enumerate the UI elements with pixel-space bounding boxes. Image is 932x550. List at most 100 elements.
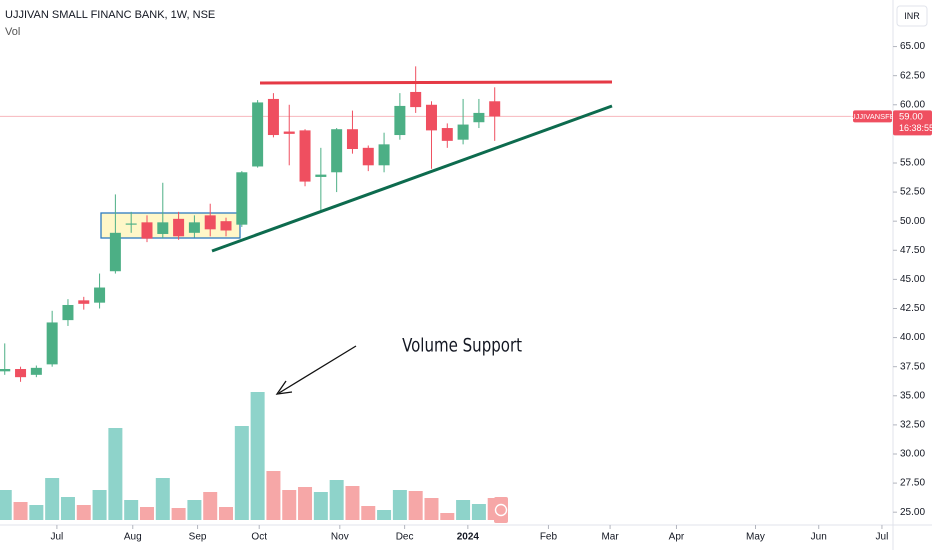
replay-icon-bg[interactable]: [494, 497, 508, 523]
volume-bar: [124, 500, 139, 520]
price-label-bg: [893, 110, 932, 136]
volume-label: Vol: [5, 26, 20, 38]
consolidation-box: [100, 212, 241, 239]
volume-bar: [408, 491, 423, 520]
candle-body: [46, 322, 58, 365]
volume-bar: [219, 507, 234, 520]
y-tick-label: 62.50: [900, 70, 925, 81]
candle-body: [346, 129, 358, 150]
volume-bar: [155, 478, 170, 520]
annotation-arrow: [278, 345, 357, 394]
x-tick-label: May: [746, 532, 765, 543]
volume-bar: [29, 505, 44, 520]
candle-body: [489, 101, 501, 117]
volume-bar: [282, 490, 297, 520]
replay-icon[interactable]: [494, 503, 508, 517]
ticker-label-bg: [853, 110, 892, 123]
candle-body: [425, 104, 437, 131]
volume-bar: [203, 492, 218, 520]
y-tick-label: 55.00: [900, 158, 925, 169]
candle-body: [15, 369, 27, 378]
currency-box[interactable]: [896, 5, 928, 27]
candle-body: [94, 287, 106, 303]
candle-body: [394, 105, 406, 136]
volume-bar: [13, 502, 28, 520]
y-tick-label: 40.00: [900, 332, 925, 343]
arrow-head: [275, 380, 293, 395]
candle-body: [0, 369, 11, 372]
volume-bar: [313, 492, 328, 520]
candle-body: [157, 222, 169, 234]
y-tick-label: 52.50: [900, 187, 925, 198]
candle-body: [457, 124, 469, 140]
volume-bar: [60, 497, 75, 520]
candle-body: [299, 130, 311, 182]
y-tick-label: 60.00: [900, 99, 925, 110]
candle-body: [220, 221, 232, 231]
candle-body: [109, 232, 121, 272]
candle-body: [315, 174, 327, 177]
y-tick-label: 27.50: [900, 478, 925, 489]
candle-body: [441, 128, 453, 141]
x-tick-label: Mar: [601, 532, 619, 543]
volume-bar: [139, 507, 154, 520]
volume-bar: [76, 505, 91, 520]
y-tick-label: 65.00: [900, 41, 925, 52]
candle-body: [62, 304, 74, 321]
candle-body: [267, 98, 279, 136]
volume-bar: [92, 490, 107, 520]
y-tick-label: 42.50: [900, 303, 925, 314]
y-tick-label: 47.50: [900, 245, 925, 256]
annotation: Volume Support: [402, 334, 522, 356]
volume-bar: [329, 480, 344, 520]
x-tick-label: Feb: [540, 532, 558, 543]
candle-body: [141, 222, 153, 239]
support-trendline: [211, 104, 613, 253]
countdown: 16:38:55: [899, 123, 932, 133]
x-tick-label: Dec: [396, 532, 414, 543]
volume-bar: [171, 508, 186, 520]
volume-bar: [266, 471, 281, 520]
candle-body: [125, 223, 137, 225]
x-tick-label: Sep: [189, 532, 207, 543]
y-tick-label: 50.00: [900, 216, 925, 227]
volume-bar: [250, 392, 265, 520]
volume-bar: [392, 490, 407, 520]
volume-bar: [187, 500, 202, 520]
resistance-line: [259, 80, 613, 85]
volume-bar: [108, 428, 123, 520]
candle-body: [236, 172, 248, 225]
volume-bar: [361, 506, 376, 520]
candle-body: [78, 300, 90, 304]
currency[interactable]: INR: [904, 11, 920, 21]
volume-bar: [45, 478, 60, 520]
candle-body: [204, 215, 216, 230]
candle-body: [30, 367, 42, 375]
y-tick-label: 32.50: [900, 420, 925, 431]
x-tick-label: Jul: [51, 532, 64, 543]
chart-title: UJJIVAN SMALL FINANC BANK, 1W, NSE: [5, 9, 215, 21]
x-tick-label: Nov: [331, 532, 349, 543]
volume-bar: [440, 513, 455, 520]
candle-body: [473, 112, 485, 123]
volume-bar: [377, 510, 392, 520]
candle-body: [252, 102, 264, 167]
y-tick-label: 30.00: [900, 449, 925, 460]
x-tick-label: Jun: [811, 532, 827, 543]
x-tick-label: Jul: [876, 532, 889, 543]
candle-body: [378, 144, 390, 166]
y-tick-label: 35.00: [900, 390, 925, 401]
volume-bar: [234, 426, 249, 520]
y-tick-label: 45.00: [900, 274, 925, 285]
x-tick-label: Aug: [124, 532, 142, 543]
x-tick-label: 2024: [457, 532, 480, 543]
y-tick-label: 25.00: [900, 507, 925, 518]
volume-bar: [345, 486, 360, 520]
x-tick-label: Apr: [669, 532, 685, 543]
candle-body: [283, 131, 295, 134]
candle-body: [410, 91, 422, 108]
volume-bar: [424, 498, 439, 520]
x-tick-label: Oct: [251, 532, 267, 543]
